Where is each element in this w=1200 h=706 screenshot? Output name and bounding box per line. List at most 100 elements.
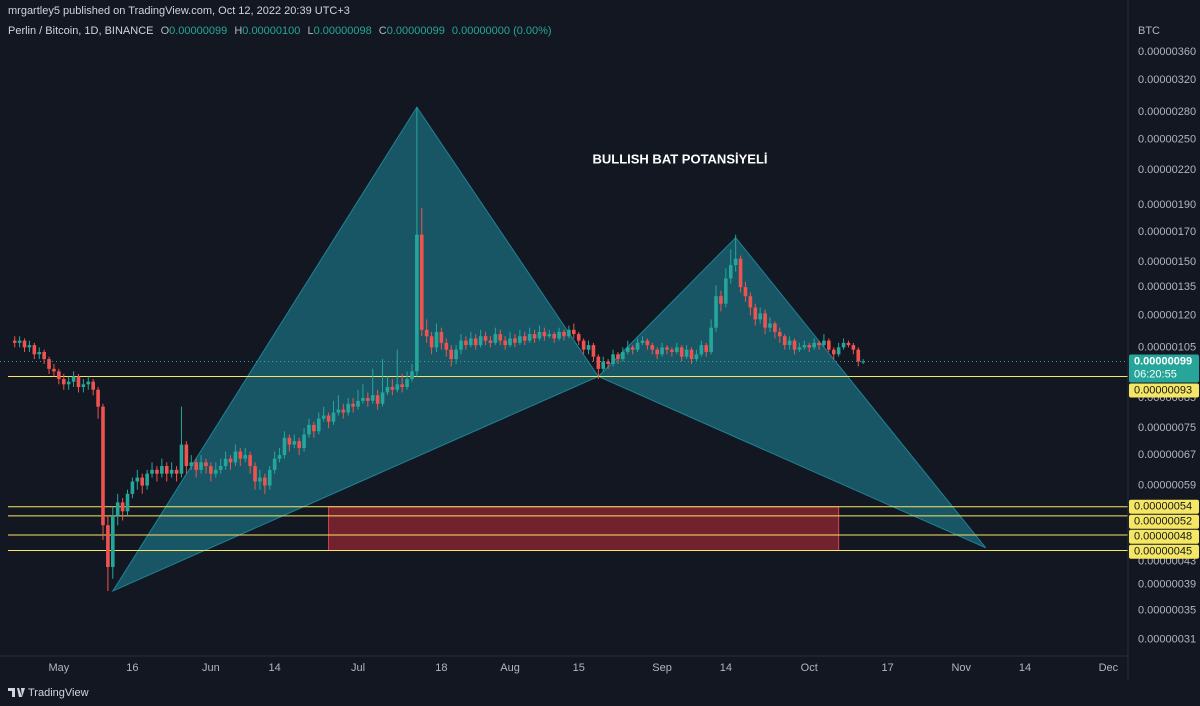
candle-body [625,347,630,352]
candle-body [464,340,468,346]
y-tick-label: 0.00000035 [1138,605,1196,617]
candle-body [694,354,699,360]
candle-body [827,340,831,350]
candle-body [488,340,493,343]
candle-body [503,340,507,346]
candle-body [228,458,233,463]
countdown-label: 06:20:55 [1134,368,1177,380]
candle-body [199,462,203,470]
legend: Perlin / Bitcoin, 1D, BINANCE O0.0000009… [8,25,552,37]
brand-logo: TradingView [8,687,89,699]
candle-body [645,340,650,346]
candle-body [630,347,635,350]
candle-body [724,278,728,304]
candle-body [135,477,140,482]
candle-body [258,477,262,482]
candle-body [272,458,277,470]
candle-body [748,296,753,308]
candle-body [670,349,674,352]
candle-body [400,384,404,388]
candle-body [532,334,537,339]
candle-body [640,340,645,343]
candle-body [758,313,762,320]
candle-body [792,340,797,350]
candle-body [606,361,610,364]
candle-body [253,466,257,482]
candle-body [841,342,846,348]
candle-body [17,340,22,343]
y-tick-label: 0.00000120 [1138,309,1196,321]
candle-body [282,437,287,456]
candle-body [37,351,42,355]
candle-body [797,347,802,350]
candle-body [174,469,179,474]
candle-body [22,340,27,348]
x-tick-label: 15 [573,662,585,674]
x-tick-label: Sep [652,662,672,674]
candle-body [817,342,821,346]
candle-body [537,331,542,339]
candle-body [552,334,556,339]
candle-body [42,351,46,360]
candle-body [635,342,640,350]
legend-value: 0.00000100 [242,25,300,37]
candle-body [478,336,483,346]
candle-body [331,412,336,422]
candle-body [57,371,61,380]
y-tick-label: 0.00000360 [1138,46,1196,58]
candle-body [155,469,159,474]
candle-body [52,368,56,372]
candle-body [596,356,601,369]
x-tick-label: Aug [500,662,520,674]
candle-body [91,381,95,390]
candle-body [160,466,164,474]
y-tick-label: 0.00000150 [1138,256,1196,268]
legend-value: 0.00000099 [169,25,227,37]
plot-area [0,106,1128,593]
level-label: 0.00000093 [1134,384,1192,396]
candle-body [390,387,395,390]
candle-body [812,342,816,348]
level-label: 0.00000052 [1134,516,1192,528]
x-tick-label: Jun [202,662,220,674]
candle-body [738,258,743,288]
candle-body [714,296,718,328]
candle-body [424,329,429,337]
candle-body [719,296,723,304]
last-price-badge [1129,354,1199,383]
candle-body [743,287,748,297]
candle-body [699,345,704,355]
legend-key: H [234,25,242,37]
candle-body [709,327,713,352]
candle-body [527,334,532,341]
candle-body [125,493,130,512]
candle-body [591,345,596,357]
y-tick-label: 0.00000250 [1138,133,1196,145]
candle-body [802,345,807,348]
candle-body [684,349,689,357]
candle-body [439,331,444,343]
brand-name: TradingView [28,687,89,699]
candle-body [66,381,71,385]
candle-body [807,345,812,348]
candle-body [106,525,110,568]
candle-body [513,338,517,343]
candle-body [429,336,434,348]
candle-body [836,347,841,355]
candle-body [96,389,100,407]
candle-body [665,347,669,350]
candle-body [405,379,409,388]
candle-body [204,462,208,467]
candle-body [213,469,218,474]
candle-body [302,434,306,449]
candle-body [326,415,331,422]
level-badge [1129,499,1199,514]
candle-body [115,502,120,516]
candle-body [316,418,321,432]
candle-body [267,469,272,486]
candle-body [660,347,664,355]
candle-body [753,307,758,320]
candle-body [164,466,169,474]
level-badge [1129,383,1199,398]
